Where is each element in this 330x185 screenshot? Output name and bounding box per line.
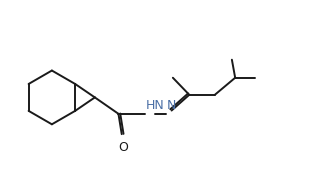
Text: O: O <box>118 141 128 154</box>
Text: HN: HN <box>146 99 165 112</box>
Text: N: N <box>167 99 176 112</box>
